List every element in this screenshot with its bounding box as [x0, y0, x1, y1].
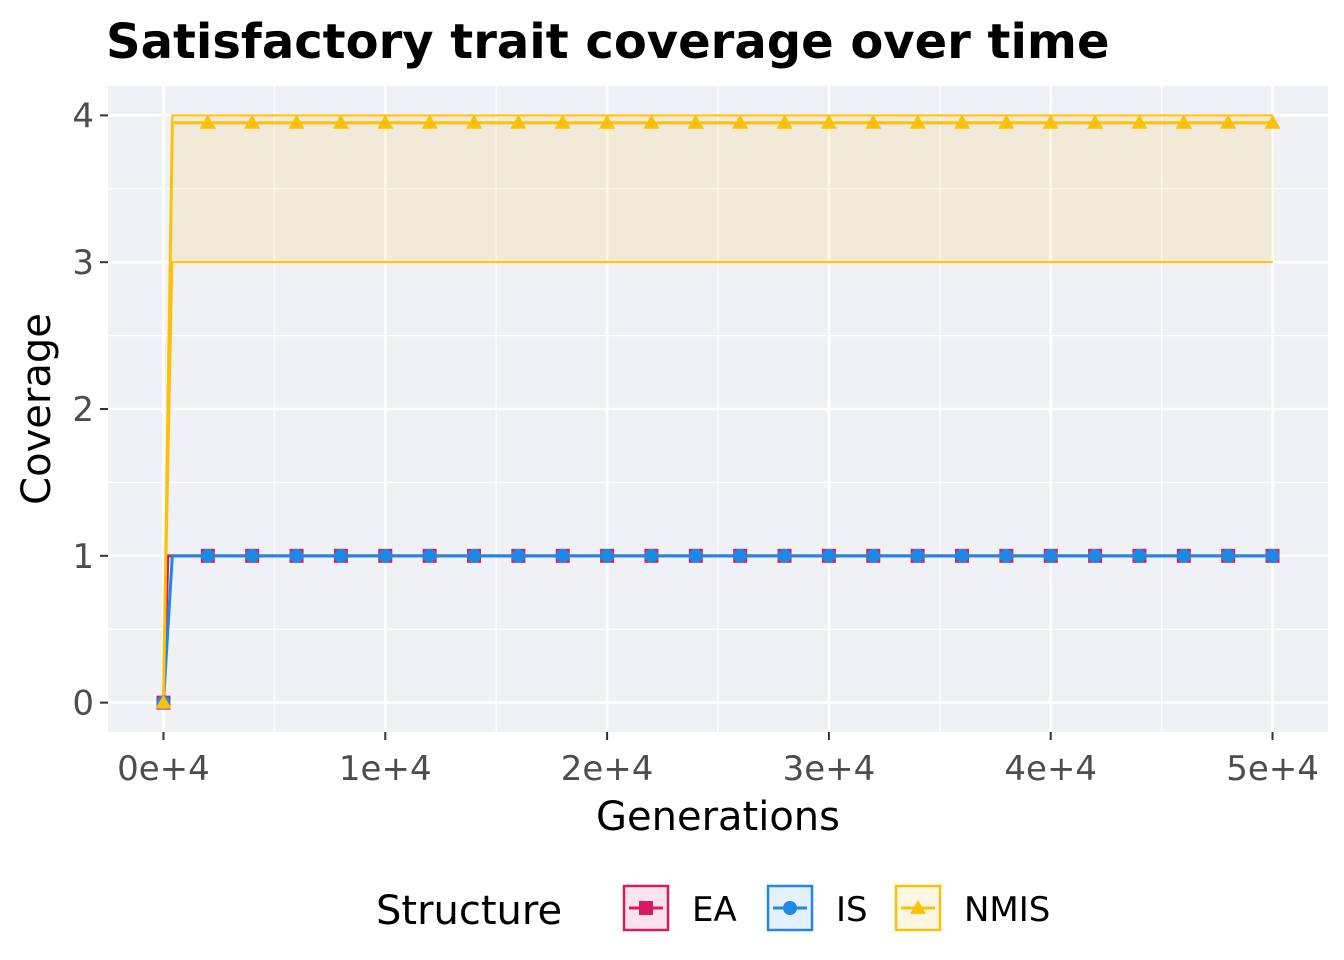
marker-is [378, 548, 393, 563]
marker-nmis [465, 114, 483, 129]
marker-nmis [687, 114, 704, 129]
marker-is [688, 548, 703, 563]
marker-nmis [998, 114, 1015, 129]
marker-is [422, 548, 437, 563]
marker-nmis [776, 114, 793, 129]
legend-key-marker-is [783, 901, 797, 915]
marker-is [600, 548, 615, 563]
marker-is [821, 548, 836, 563]
y-tick-label: 0 [72, 684, 94, 724]
legend-label-is: IS [836, 890, 868, 930]
marker-nmis [199, 114, 216, 129]
x-tick-label: 3e+4 [783, 749, 876, 789]
y-tick-label: 4 [72, 96, 94, 136]
marker-is [200, 548, 215, 563]
marker-is [1043, 548, 1058, 563]
x-tick-label: 5e+4 [1226, 749, 1319, 789]
marker-nmis [732, 114, 749, 129]
marker-is [1176, 548, 1191, 563]
marker-nmis [1087, 114, 1104, 129]
marker-nmis [332, 114, 349, 129]
marker-is [333, 548, 348, 563]
marker-is [1088, 548, 1103, 563]
marker-is [955, 548, 969, 563]
marker-is [1221, 548, 1236, 563]
marker-nmis [1220, 114, 1237, 129]
y-axis-title: Coverage [14, 313, 60, 505]
marker-nmis [953, 114, 971, 129]
marker-nmis [421, 114, 438, 129]
legend-keys: EA IS NMIS [622, 884, 1050, 932]
series-markers [155, 114, 1281, 710]
x-tick-label: 4e+4 [1004, 749, 1097, 789]
series-lines [161, 121, 1273, 703]
x-axis-title: Generations [596, 794, 840, 840]
marker-is [866, 548, 881, 563]
y-tick-label: 3 [72, 243, 94, 283]
marker-is [733, 548, 748, 563]
chart-title: Satisfactory trait coverage over time [106, 14, 1110, 70]
legend-item-nmis: NMIS [894, 884, 1050, 932]
legend-title: Structure [376, 888, 562, 934]
line-is [161, 554, 1273, 703]
marker-is [555, 548, 570, 563]
marker-nmis [377, 114, 394, 129]
marker-is [467, 548, 481, 563]
legend-key-marker-ea [639, 901, 653, 915]
marker-nmis [865, 114, 882, 129]
marker-nmis [1042, 114, 1059, 129]
marker-is [289, 548, 304, 563]
marker-is [1265, 548, 1280, 563]
x-tick-label: 2e+4 [561, 749, 654, 789]
marker-nmis [599, 114, 616, 129]
marker-nmis [1264, 114, 1281, 129]
marker-nmis [1175, 114, 1192, 129]
legend-label-ea: EA [692, 890, 737, 930]
marker-nmis [1131, 114, 1148, 129]
marker-nmis [554, 114, 571, 129]
y-tick-label: 1 [72, 537, 94, 577]
y-tick-label: 2 [72, 390, 94, 430]
legend-item-ea: EA [622, 884, 737, 932]
marker-nmis [155, 694, 172, 709]
marker-is [999, 548, 1014, 563]
legend-item-is: IS [766, 884, 868, 932]
marker-is [910, 548, 925, 563]
legend-label-nmis: NMIS [964, 890, 1050, 930]
marker-is [511, 548, 526, 563]
axes: 0 1 2 3 4 0e+4 1e+4 2e+4 3e+4 4e+4 5e+4 [72, 96, 1319, 789]
marker-nmis [643, 114, 660, 129]
marker-nmis [244, 114, 261, 129]
marker-is [777, 548, 792, 563]
marker-nmis [820, 114, 837, 129]
marker-nmis [510, 114, 527, 129]
marker-is [245, 548, 260, 563]
legend: Structure EA IS NMIS [376, 884, 1050, 934]
line-nmis [161, 121, 1273, 703]
x-tick-label: 1e+4 [339, 749, 432, 789]
marker-nmis [288, 114, 305, 129]
marker-is [644, 548, 659, 563]
x-tick-label: 0e+4 [117, 749, 210, 789]
marker-is [1132, 548, 1147, 563]
marker-nmis [909, 114, 926, 129]
legend-key-marker-nmis [909, 899, 927, 915]
